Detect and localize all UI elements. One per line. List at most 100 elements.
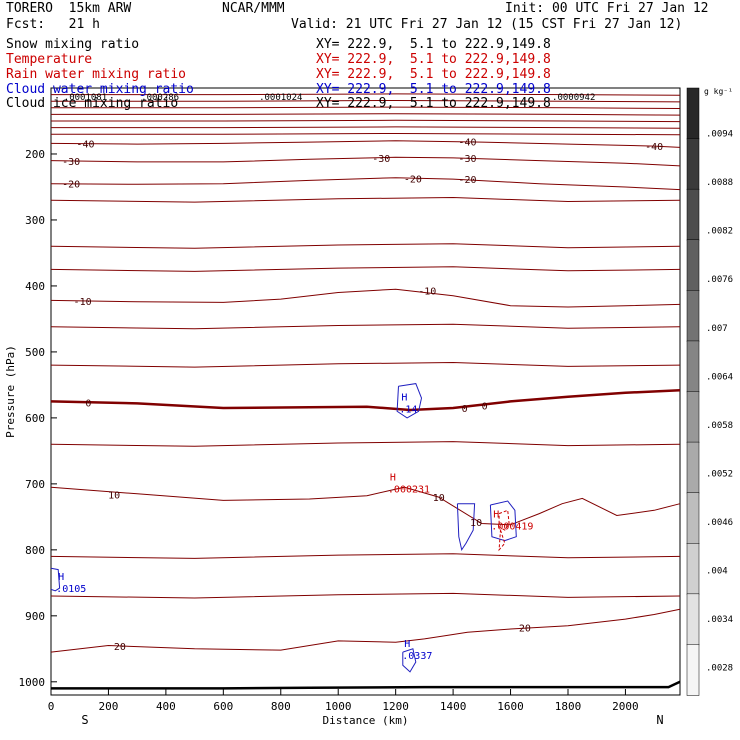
- high-marker: H: [493, 509, 499, 520]
- upper-level-contour: [51, 113, 681, 116]
- y-tick-label: 700: [25, 478, 45, 491]
- upper-level-contour: [51, 132, 681, 136]
- isotherm-label: -20: [62, 180, 80, 191]
- high-value-label: .000231: [388, 485, 430, 496]
- south-label: S: [81, 713, 88, 727]
- init-time: Init: 00 UTC Fri 27 Jan 12: [505, 1, 709, 16]
- isotherm-label: -30: [458, 154, 476, 165]
- high-marker: H: [404, 639, 410, 650]
- isotherm-10: [50, 486, 681, 526]
- north-label: N: [656, 713, 663, 727]
- colorbar-tick: .0094: [706, 130, 733, 140]
- field-name-rain: Rain water mixing ratio: [6, 67, 187, 82]
- top-value-label: .0001081: [64, 93, 107, 103]
- isotherm-label: 0: [482, 401, 488, 412]
- x-tick-label: 400: [156, 700, 176, 713]
- isotherm-label: -30: [372, 154, 390, 165]
- cloud-water-contour: [489, 500, 517, 542]
- y-tick-label: 1000: [19, 676, 46, 689]
- y-tick-label: 600: [25, 412, 45, 425]
- x-tick-label: 1600: [497, 700, 524, 713]
- high-value-label: .0337: [402, 651, 432, 662]
- colorbar-tick: .0064: [706, 372, 733, 382]
- x-tick-label: 0: [48, 700, 55, 713]
- field-name-cloud-ice: Cloud ice mixing ratio: [6, 96, 179, 111]
- isotherm-label: 0: [85, 399, 91, 410]
- isotherm--40: [50, 140, 681, 148]
- x-tick-label: 1800: [555, 700, 582, 713]
- isotherm-0: [50, 388, 681, 412]
- isotherm-intermediate: [50, 361, 681, 368]
- y-tick-label: 400: [25, 280, 45, 293]
- y-tick-label: 200: [25, 148, 45, 161]
- colorbar: .0094 .0088 .0082 .0076 .007 .0064 .0058 .0052.…: [686, 87, 733, 696]
- isotherm--10: [50, 288, 681, 308]
- isotherm-intermediate: [50, 243, 681, 249]
- colorbar-swatch: [686, 87, 700, 140]
- x-tick-label: 800: [271, 700, 291, 713]
- y-axis-label: Pressure (hPa): [4, 345, 17, 438]
- isotherm--20: [50, 177, 681, 191]
- x-axis-label: Distance (km): [322, 714, 408, 727]
- isotherm-label: -40: [645, 142, 663, 153]
- colorbar-swatch: [686, 593, 700, 646]
- colorbar-swatch: [686, 492, 700, 544]
- colorbar-unit: g kg⁻¹: [704, 87, 733, 96]
- valid-time: Valid: 21 UTC Fri 27 Jan 12 (15 CST Fri …: [291, 17, 683, 32]
- colorbar-swatch: [686, 391, 700, 443]
- upper-level-contour: [51, 93, 681, 96]
- colorbar-tick: .0058: [706, 421, 733, 431]
- colorbar-tick: .0028: [706, 664, 733, 674]
- cloud-contours: [50, 383, 517, 673]
- high-value-label: .14: [399, 405, 417, 416]
- rain-water-contour: [498, 509, 510, 531]
- x-tick-label: 2000: [612, 700, 639, 713]
- upper-level-contour: [51, 119, 681, 123]
- colorbar-tick: .0046: [706, 518, 733, 528]
- colorbar-swatch: [686, 441, 700, 494]
- cloud-water-contour: [50, 567, 61, 592]
- colorbar-tick: .004: [706, 567, 728, 577]
- upper-level-contour: [51, 126, 681, 129]
- colorbar-swatch: [686, 543, 700, 595]
- isotherm-label: -10: [74, 297, 92, 308]
- high-marker: H: [58, 572, 64, 583]
- top-value-label: .0001024: [259, 93, 302, 103]
- y-tick-label: 500: [25, 346, 45, 359]
- org-title: NCAR/MMM: [222, 1, 285, 16]
- isotherm-intermediate: [50, 553, 681, 559]
- isotherm-label: -20: [404, 174, 422, 185]
- high-value-label: .000419: [491, 521, 533, 532]
- colorbar-tick: .0088: [706, 178, 733, 188]
- colorbar-swatch: [686, 290, 700, 342]
- cloud-water-contour: [456, 503, 476, 552]
- colorbar-swatch: [686, 188, 700, 241]
- isotherm-20: [50, 608, 681, 653]
- isotherm-label: -30: [62, 157, 80, 168]
- x-tick-label: 1000: [325, 700, 352, 713]
- isotherm-label: -40: [458, 137, 476, 148]
- isotherm-intermediate: [50, 441, 681, 447]
- colorbar-swatch: [686, 644, 700, 696]
- isotherms: [50, 93, 681, 690]
- isotherm-intermediate: [50, 266, 681, 272]
- top-value-label: .0000942: [552, 93, 595, 103]
- upper-level-contour: [51, 106, 681, 109]
- surface-line: [51, 680, 681, 690]
- isotherm-label: 10: [470, 518, 482, 529]
- isotherm-label: -10: [418, 287, 436, 298]
- plot-labels: -40 -40 -40 -30 -30 -30 -20 -20 -20 -10 -10 0 0 0 10 10…: [56, 93, 663, 662]
- high-marker: H: [390, 473, 396, 484]
- colorbar-swatch: [686, 340, 700, 393]
- colorbar-tick: .0082: [706, 227, 733, 237]
- x-tick-label: 600: [213, 700, 233, 713]
- isotherm-intermediate: [50, 323, 681, 330]
- x-tick-label: 1200: [382, 700, 409, 713]
- isotherm-label: 20: [114, 642, 126, 653]
- x-tick-label: 1400: [440, 700, 467, 713]
- model-title: TORERO 15km ARW: [6, 1, 132, 16]
- y-tick-label: 300: [25, 214, 45, 227]
- axes: 0 200 400 600 800 1000 1200 1400 1600 1800 2000200…: [4, 148, 664, 727]
- isotherm-intermediate: [50, 196, 681, 203]
